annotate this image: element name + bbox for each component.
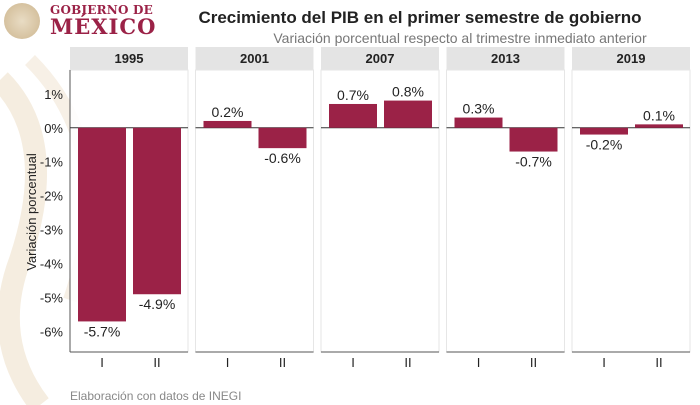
bar-2013-II — [509, 127, 558, 152]
logo-line1: GOBIERNO DE — [50, 3, 153, 17]
gobierno-de-mexico-logo: GOBIERNO DE MÉXICO — [4, 3, 156, 39]
data-label: 0.7% — [337, 87, 369, 103]
data-label: 0.2% — [212, 104, 244, 120]
y-tick-label: -6% — [40, 325, 64, 340]
facet-strip — [195, 47, 314, 70]
y-tick-label: -3% — [40, 223, 64, 238]
data-label: 0.3% — [463, 101, 495, 117]
bar-2007-I — [329, 103, 377, 128]
facet-strip — [321, 47, 439, 70]
x-tick-label: II — [530, 355, 537, 370]
bar-2007-II — [384, 100, 432, 128]
y-tick-label: -4% — [40, 257, 64, 272]
y-tick-label: -2% — [40, 189, 64, 204]
x-tick-label: I — [226, 355, 230, 370]
bar-1995-II — [133, 127, 181, 295]
y-tick-label: 0% — [44, 121, 63, 136]
bar-2013-I — [454, 117, 503, 128]
data-label: 0.8% — [392, 84, 424, 100]
x-tick-label: I — [602, 355, 606, 370]
data-label: -5.7% — [84, 323, 121, 339]
facet-label: 2001 — [240, 51, 269, 66]
bar-2001-I — [203, 120, 252, 128]
data-label: -4.9% — [139, 296, 176, 312]
data-label: 0.1% — [643, 107, 675, 123]
facet-label: 2019 — [617, 51, 646, 66]
x-tick-label: II — [404, 355, 411, 370]
y-tick-label: -1% — [40, 155, 64, 170]
x-tick-label: II — [279, 355, 286, 370]
facet-label: 2013 — [491, 51, 520, 66]
x-tick-label: I — [477, 355, 481, 370]
facet-panel — [446, 69, 565, 353]
x-tick-label: I — [351, 355, 355, 370]
data-label: -0.6% — [264, 150, 301, 166]
bar-1995-I — [78, 127, 126, 322]
x-tick-label: II — [153, 355, 160, 370]
source-caption: Elaboración con datos de INEGI — [70, 389, 242, 403]
facet-strip — [446, 47, 565, 70]
bar-2019-I — [580, 127, 628, 135]
facet-label: 2007 — [366, 51, 395, 66]
logo-line2: MÉXICO — [50, 14, 157, 39]
y-tick-label: 1% — [44, 87, 63, 102]
chart-subtitle: Variación porcentual respecto al trimest… — [273, 30, 647, 46]
national-seal-icon — [4, 3, 40, 39]
y-axis-label: Variación porcentual — [24, 153, 39, 271]
facet-panel — [195, 69, 314, 353]
facet-strip — [70, 47, 188, 70]
x-tick-label: I — [100, 355, 104, 370]
chart-title: Crecimiento del PIB en el primer semestr… — [198, 8, 642, 27]
x-tick-label: II — [655, 355, 662, 370]
y-tick-label: -5% — [40, 291, 64, 306]
bar-2019-II — [635, 124, 683, 128]
data-label: -0.2% — [586, 137, 623, 153]
bar-2001-II — [258, 127, 307, 149]
facet-strip — [572, 47, 690, 70]
facet-label: 1995 — [115, 51, 144, 66]
data-label: -0.7% — [515, 154, 552, 170]
